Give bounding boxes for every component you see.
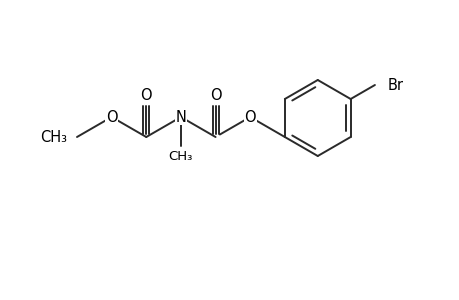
Text: O: O: [209, 88, 221, 103]
Text: O: O: [244, 110, 256, 124]
Text: CH₃: CH₃: [40, 130, 67, 145]
Text: O: O: [140, 88, 152, 103]
Text: Br: Br: [387, 77, 403, 92]
Text: CH₃: CH₃: [168, 149, 193, 163]
Text: O: O: [106, 110, 117, 124]
Text: N: N: [175, 110, 186, 124]
